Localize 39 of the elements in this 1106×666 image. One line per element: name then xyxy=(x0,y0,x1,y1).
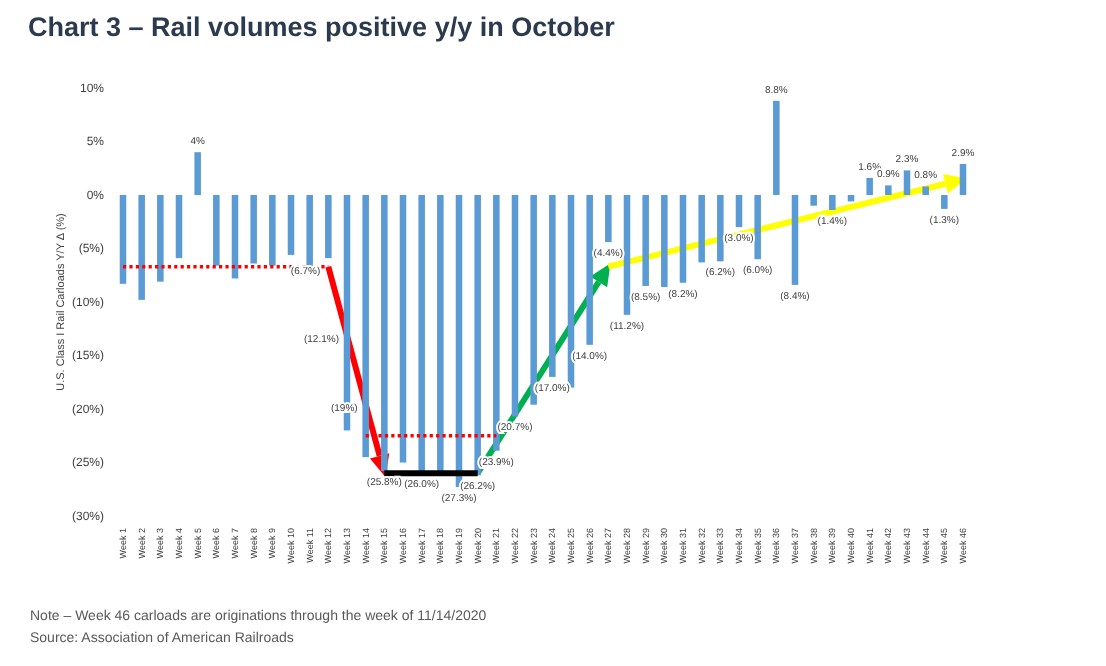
bar xyxy=(903,170,911,195)
bar xyxy=(175,195,183,259)
bar xyxy=(231,195,239,279)
bar xyxy=(661,195,668,288)
bar xyxy=(885,185,892,195)
bar xyxy=(474,195,481,476)
bar xyxy=(138,195,145,300)
bar xyxy=(437,195,444,474)
bar xyxy=(623,195,631,315)
bar xyxy=(829,195,836,210)
bar xyxy=(511,195,519,417)
bar xyxy=(213,195,220,266)
bar xyxy=(642,195,649,286)
chart-title: Chart 3 – Rail volumes positive y/y in October xyxy=(28,12,617,42)
bar xyxy=(119,195,127,284)
bar xyxy=(866,177,873,195)
bar xyxy=(269,195,276,266)
bar xyxy=(586,195,593,345)
bar xyxy=(418,195,425,474)
bar xyxy=(717,195,724,262)
bar xyxy=(922,186,929,195)
bar xyxy=(773,100,780,195)
bar xyxy=(605,195,612,243)
bar xyxy=(791,195,799,285)
bar xyxy=(325,195,332,259)
bar xyxy=(810,195,817,206)
bar xyxy=(549,195,556,377)
bar xyxy=(399,195,407,463)
bar xyxy=(493,195,500,451)
bar xyxy=(157,195,164,282)
bar xyxy=(362,195,369,458)
bar xyxy=(754,195,761,260)
bar xyxy=(530,195,537,405)
bar xyxy=(698,195,705,263)
bar xyxy=(679,195,687,283)
bar xyxy=(287,195,295,255)
bar xyxy=(194,152,201,195)
bar xyxy=(250,195,257,264)
bar xyxy=(735,195,743,228)
